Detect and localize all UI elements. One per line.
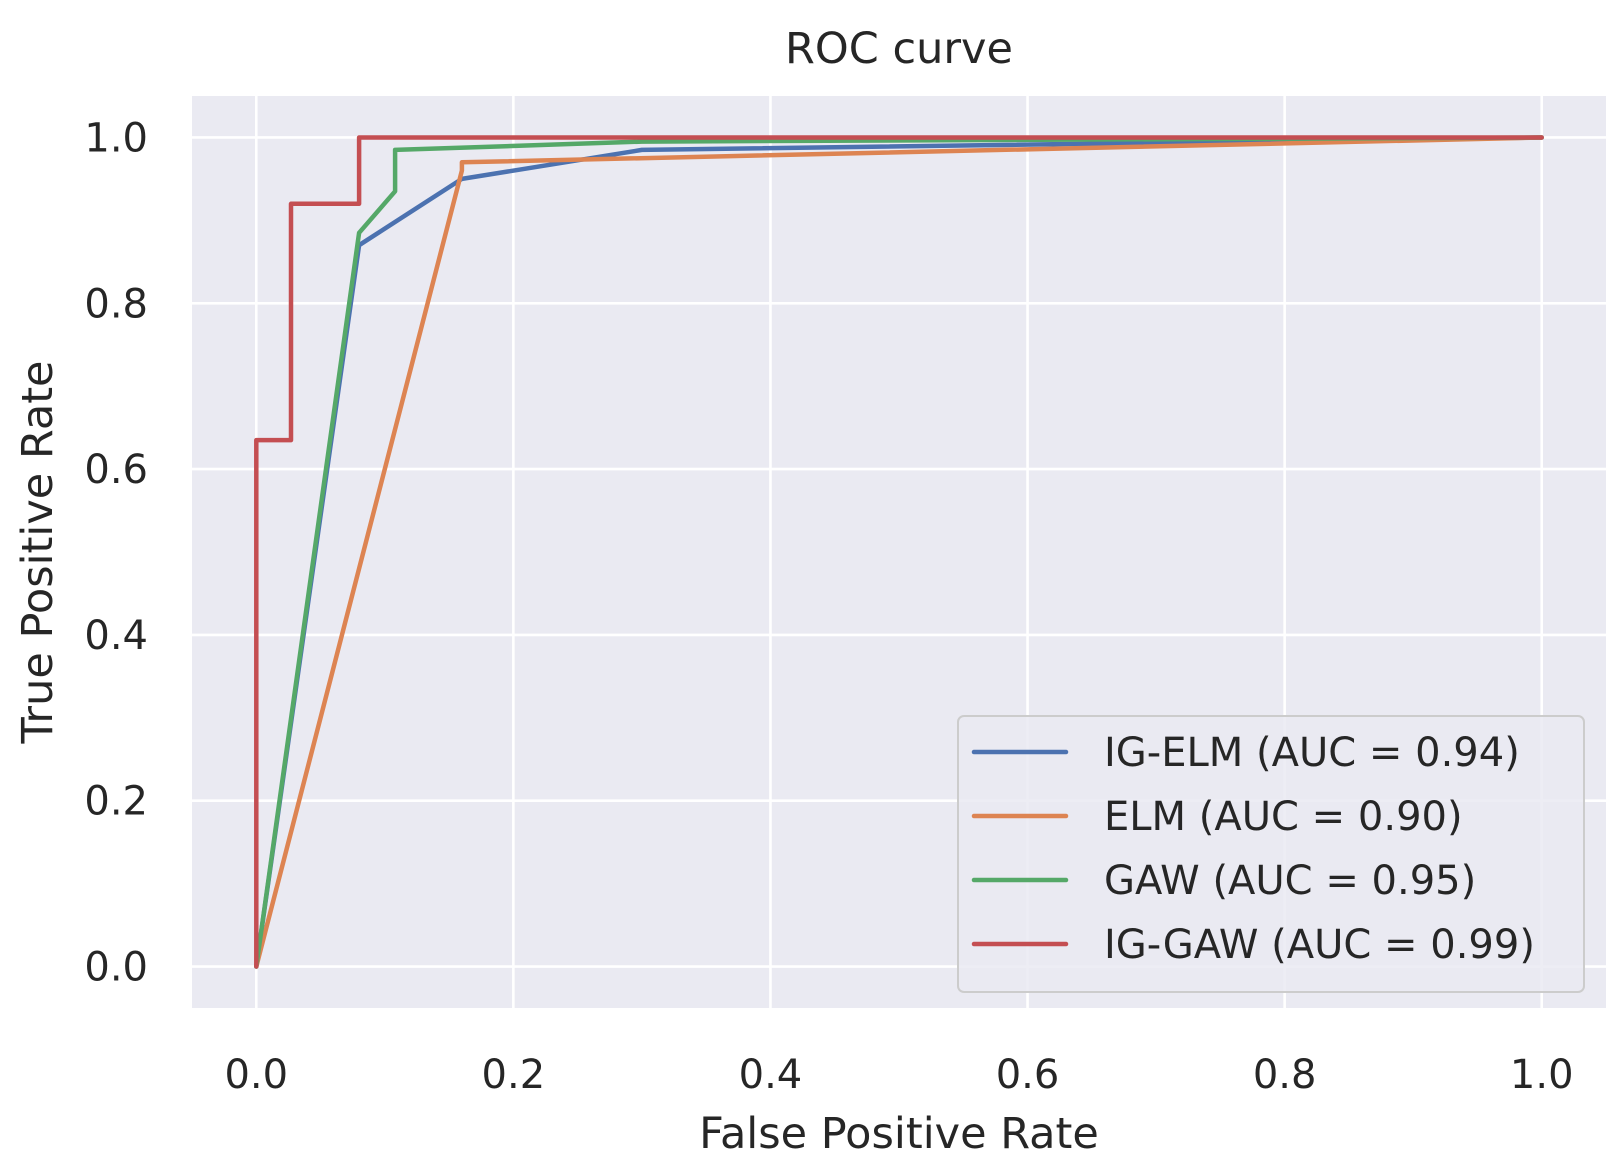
grid	[192, 96, 1606, 1008]
x-tick-label: 0.6	[996, 1052, 1060, 1098]
legend-label: ELM (AUC = 0.90)	[1104, 794, 1463, 840]
y-axis-label: True Positive Rate	[13, 360, 63, 744]
y-tick-labels: 0.0 0.2 0.4 0.6 0.8 1.0	[84, 115, 148, 990]
series-line-2	[254, 135, 1544, 969]
x-axis-label: False Positive Rate	[699, 1109, 1099, 1159]
series-line-1	[254, 135, 1544, 969]
series-lines	[254, 135, 1544, 969]
chart-title: ROC curve	[785, 24, 1013, 74]
legend-label: GAW (AUC = 0.95)	[1104, 858, 1476, 904]
legend-label: IG-ELM (AUC = 0.94)	[1104, 730, 1520, 776]
y-tick-label: 0.6	[84, 447, 148, 493]
y-tick-label: 0.4	[84, 613, 148, 659]
x-tick-label: 0.0	[224, 1052, 288, 1098]
legend-label: IG-GAW (AUC = 0.99)	[1104, 922, 1535, 968]
legend: IG-ELM (AUC = 0.94) ELM (AUC = 0.90) GAW (…	[957, 715, 1585, 993]
y-tick-label: 0.0	[84, 945, 148, 991]
y-tick-label: 1.0	[84, 115, 148, 161]
x-tick-label: 1.0	[1510, 1052, 1574, 1098]
x-tick-label: 0.4	[739, 1052, 803, 1098]
x-tick-label: 0.2	[482, 1052, 546, 1098]
series-line-3	[254, 135, 1544, 969]
legend-entries: IG-ELM (AUC = 0.94) ELM (AUC = 0.90) GAW (…	[971, 730, 1535, 968]
y-tick-label: 0.8	[84, 281, 148, 327]
legend-box	[957, 715, 1585, 993]
x-tick-label: 0.8	[1253, 1052, 1317, 1098]
x-tick-labels: 0.0 0.2 0.4 0.6 0.8 1.0	[224, 1052, 1573, 1098]
y-tick-label: 0.2	[84, 779, 148, 825]
